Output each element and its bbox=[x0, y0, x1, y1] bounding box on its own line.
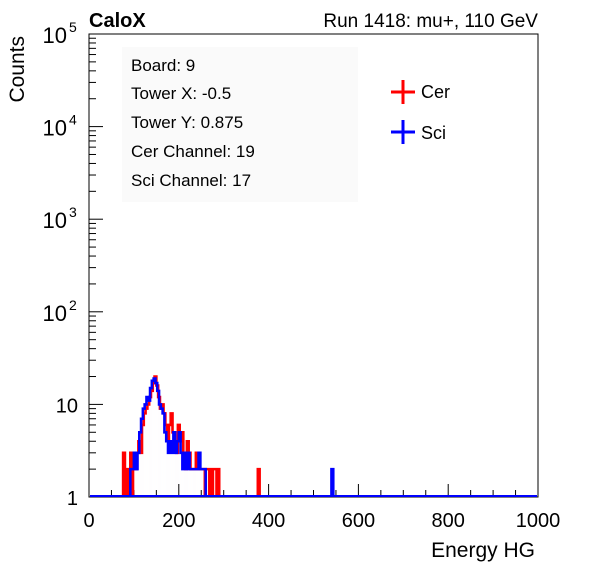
y-tick-label: 10 bbox=[43, 301, 67, 326]
y-tick-label: 1 bbox=[67, 488, 78, 510]
x-tick-label: 600 bbox=[342, 510, 375, 532]
y-tick-label-exponent: 4 bbox=[69, 112, 77, 128]
x-axis-label: Energy HG bbox=[431, 539, 535, 562]
y-axis-label: Counts bbox=[6, 36, 29, 103]
y-tick-label-exponent: 3 bbox=[69, 204, 77, 220]
series-cer bbox=[121, 375, 261, 497]
header-left-label: CaloX bbox=[89, 10, 146, 32]
legend: Cer Sci bbox=[391, 80, 450, 144]
legend-entry-sci: Sci bbox=[391, 120, 446, 144]
info-line-sci-channel: Sci Channel: 17 bbox=[131, 171, 251, 190]
info-line-board: Board: 9 bbox=[131, 56, 195, 75]
info-line-tower-x: Tower X: -0.5 bbox=[131, 84, 231, 103]
series-sci bbox=[129, 377, 335, 497]
x-tick-label: 400 bbox=[252, 510, 285, 532]
y-tick-label: 10 bbox=[56, 395, 78, 417]
y-tick-label-exponent: 2 bbox=[69, 297, 77, 313]
info-line-cer-channel: Cer Channel: 19 bbox=[131, 142, 255, 161]
info-line-tower-y: Tower Y: 0.875 bbox=[131, 113, 243, 132]
y-tick-label-exponent: 5 bbox=[69, 19, 77, 35]
y-tick-label: 10 bbox=[43, 116, 67, 141]
legend-cer-label: Cer bbox=[421, 82, 450, 102]
x-tick-label: 0 bbox=[83, 510, 94, 532]
y-tick-label: 10 bbox=[43, 23, 67, 48]
legend-entry-cer: Cer bbox=[391, 80, 450, 104]
header-right-label: Run 1418: mu+, 110 GeV bbox=[323, 11, 538, 32]
info-box: Board: 9 Tower X: -0.5 Tower Y: 0.875 Ce… bbox=[122, 47, 358, 202]
histogram-series bbox=[90, 375, 537, 497]
y-tick-label: 10 bbox=[43, 208, 67, 233]
x-tick-label: 200 bbox=[162, 510, 195, 532]
legend-sci-label: Sci bbox=[421, 123, 446, 143]
x-tick-label: 1000 bbox=[516, 510, 561, 532]
x-tick-label: 800 bbox=[432, 510, 465, 532]
info-box-background bbox=[122, 47, 358, 202]
